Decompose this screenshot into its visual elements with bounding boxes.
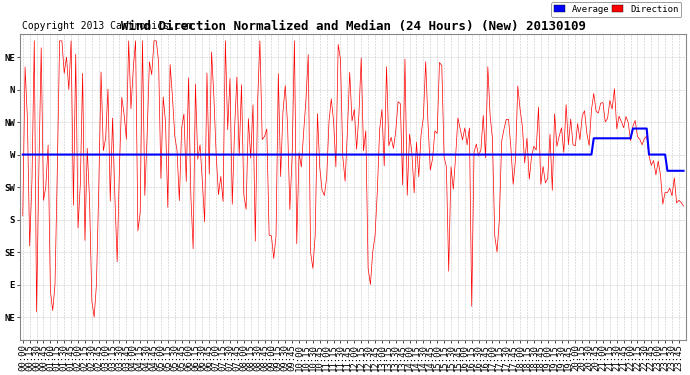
Text: Copyright 2013 Cartronics.com: Copyright 2013 Cartronics.com bbox=[22, 21, 193, 31]
Title: Wind Direction Normalized and Median (24 Hours) (New) 20130109: Wind Direction Normalized and Median (24… bbox=[121, 20, 586, 33]
Legend: Average, Direction: Average, Direction bbox=[551, 2, 681, 16]
